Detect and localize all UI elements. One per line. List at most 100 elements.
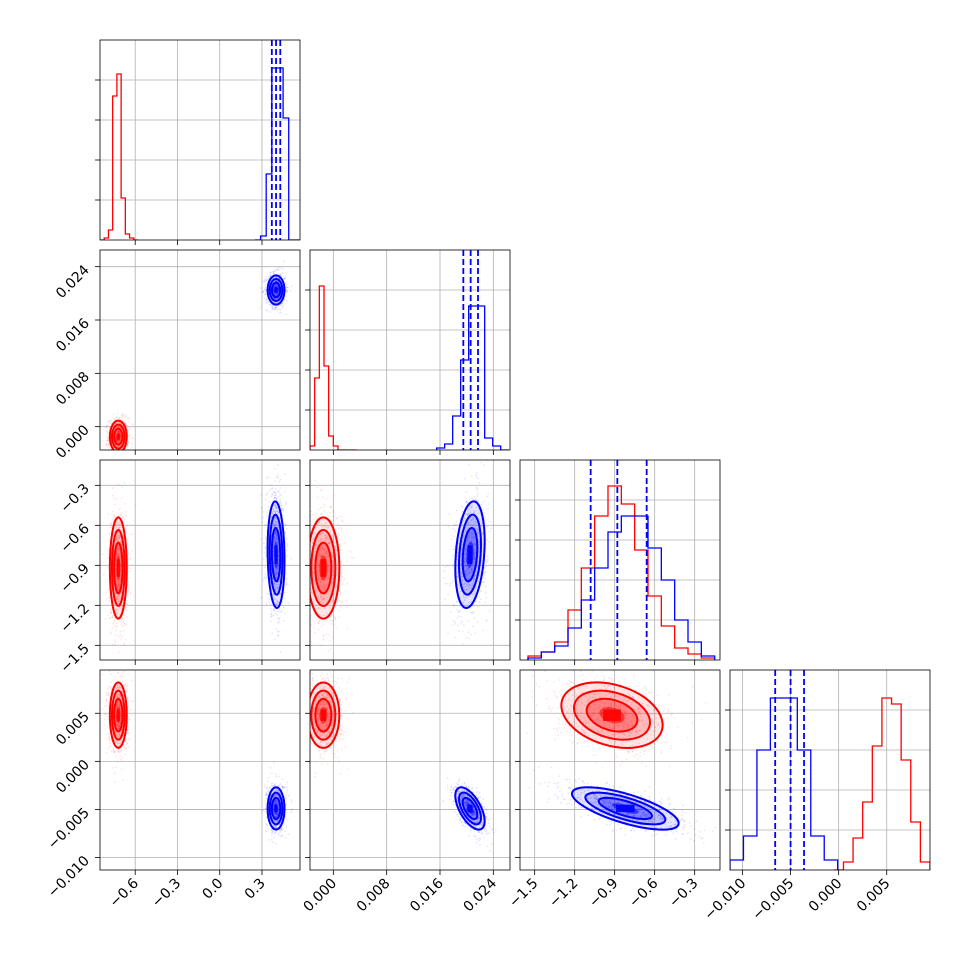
sample-point xyxy=(120,636,123,638)
sample-point xyxy=(124,638,127,641)
sample-point xyxy=(273,306,276,309)
sample-point xyxy=(272,510,275,513)
sample-point xyxy=(284,276,287,278)
sample-point xyxy=(279,593,281,595)
sample-point xyxy=(322,597,325,599)
sample-point xyxy=(283,278,286,280)
sample-point xyxy=(278,500,281,503)
sample-point xyxy=(269,275,271,278)
sample-point xyxy=(474,558,476,560)
sample-point xyxy=(264,576,266,578)
sample-point xyxy=(307,613,309,615)
sample-point xyxy=(274,588,277,590)
sample-point xyxy=(279,500,282,502)
sample-point xyxy=(277,286,280,289)
sample-point xyxy=(328,542,331,545)
sample-point xyxy=(266,514,269,517)
sample-point xyxy=(340,605,342,608)
sample-point xyxy=(118,583,120,585)
sample-point xyxy=(469,572,471,574)
sample-point xyxy=(470,534,472,537)
sample-point xyxy=(318,521,321,524)
sample-point xyxy=(337,532,340,534)
sample-point xyxy=(328,575,330,577)
sample-point xyxy=(341,583,343,586)
sample-point xyxy=(272,526,274,528)
sample-point xyxy=(119,433,122,436)
sample-point xyxy=(274,491,277,494)
contour-red xyxy=(113,427,124,446)
sample-point xyxy=(473,511,476,513)
sample-point xyxy=(264,288,266,291)
sample-point xyxy=(114,451,116,453)
sample-point xyxy=(273,524,276,527)
sample-point xyxy=(316,569,319,571)
sample-point xyxy=(279,610,281,612)
sample-point xyxy=(116,598,119,601)
sample-point xyxy=(482,533,484,535)
sample-point xyxy=(328,542,330,544)
sample-point xyxy=(464,477,466,480)
sample-point xyxy=(281,306,284,308)
sample-point xyxy=(274,531,276,534)
sample-point xyxy=(119,580,121,582)
sample-point xyxy=(321,589,324,592)
sample-point xyxy=(331,586,334,588)
sample-point xyxy=(127,552,130,555)
sample-point xyxy=(278,480,281,483)
sample-point xyxy=(275,284,277,287)
sample-point xyxy=(284,502,287,505)
sample-point xyxy=(116,585,119,587)
axes-frame xyxy=(99,459,301,661)
sample-point xyxy=(473,535,475,538)
sample-point xyxy=(265,602,268,605)
sample-point xyxy=(470,504,472,506)
sample-point xyxy=(123,624,126,627)
sample-point xyxy=(117,445,120,447)
sample-point xyxy=(336,549,338,551)
sample-point xyxy=(321,513,323,515)
sample-point xyxy=(117,553,120,556)
sample-point xyxy=(460,559,462,562)
sample-point xyxy=(470,587,473,590)
sample-point xyxy=(115,537,118,540)
sample-point xyxy=(114,418,116,421)
sample-point xyxy=(476,527,478,530)
sample-point xyxy=(117,431,120,433)
sample-point xyxy=(130,557,132,560)
sample-point xyxy=(116,596,118,599)
sample-point xyxy=(303,541,305,543)
sample-point xyxy=(467,569,469,571)
sample-point xyxy=(118,536,120,538)
sample-point xyxy=(319,585,321,588)
sample-point xyxy=(464,547,466,550)
sample-point xyxy=(275,568,277,570)
sample-point xyxy=(336,601,338,603)
sample-point xyxy=(324,537,327,539)
sample-point xyxy=(308,614,310,616)
sample-point xyxy=(265,298,267,300)
sample-point xyxy=(116,553,119,556)
sample-point xyxy=(323,598,325,601)
sample-point xyxy=(277,583,280,586)
sample-point xyxy=(275,570,278,572)
sample-point xyxy=(116,612,119,615)
sample-point xyxy=(107,440,109,442)
sample-point xyxy=(311,590,313,593)
sample-point xyxy=(484,577,486,580)
sample-point xyxy=(475,499,478,501)
sample-point xyxy=(313,579,315,581)
sample-point xyxy=(483,500,486,503)
sample-point xyxy=(125,424,127,426)
sample-point xyxy=(278,288,280,291)
sample-point xyxy=(333,624,336,626)
sample-point xyxy=(444,582,447,585)
sample-point xyxy=(458,587,460,589)
sample-point xyxy=(269,274,272,276)
sample-point xyxy=(307,572,309,574)
contour-red xyxy=(108,516,128,620)
sample-point xyxy=(460,616,463,618)
sample-point xyxy=(317,515,320,517)
sample-point xyxy=(284,277,287,280)
sample-point xyxy=(318,620,320,622)
